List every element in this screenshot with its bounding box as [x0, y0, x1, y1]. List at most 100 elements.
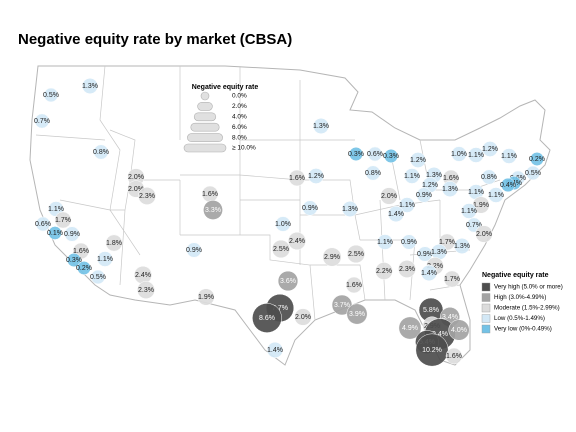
bubble-label: 10.2% [422, 347, 442, 354]
bubble [34, 113, 50, 129]
bubble-label: 1.3% [342, 206, 358, 213]
bubble-label: 0.5% [90, 274, 106, 281]
bubble [365, 165, 381, 181]
bubble [383, 148, 399, 164]
bubble [313, 118, 329, 134]
bubble-label: 1.2% [482, 146, 498, 153]
bubble [501, 148, 517, 164]
bubble-label: 1.4% [388, 211, 404, 218]
bubble-label: 0.9% [64, 231, 80, 238]
bubble [415, 333, 449, 367]
bubble-label: 1.8% [106, 240, 122, 247]
bubble [35, 216, 51, 232]
color-legend-swatch [481, 282, 491, 292]
bubble [404, 168, 420, 184]
bubble [530, 152, 544, 166]
bubble [203, 200, 223, 220]
bubble-label: 5.8% [423, 307, 439, 314]
bubble-label: 0.9% [302, 205, 318, 212]
bubble-label: 1.7% [439, 239, 455, 246]
bubble [322, 247, 342, 267]
bubble [442, 181, 458, 197]
bubble-label: 1.1% [488, 192, 504, 199]
bubble-label: 2.4% [289, 238, 305, 245]
bubble [90, 269, 106, 285]
bubble [525, 165, 541, 181]
bubble-label: 1.1% [404, 173, 420, 180]
bubble-label: 1.1% [468, 152, 484, 159]
size-legend-label: 4.0% [232, 114, 247, 121]
bubble-label: 1.1% [501, 153, 517, 160]
bubble-label: 0.9% [401, 239, 417, 246]
bubble [454, 238, 470, 254]
bubble-label: 1.1% [399, 202, 415, 209]
bubble-label: 1.3% [442, 186, 458, 193]
bubble-label: 1.2% [422, 182, 438, 189]
size-legend-shape [187, 133, 223, 142]
bubble-label: 1.2% [308, 173, 324, 180]
bubble-label: 1.1% [468, 189, 484, 196]
bubble-label: 2.0% [128, 174, 144, 181]
size-legend-shape [200, 91, 210, 101]
size-legend-title: Negative equity rate [192, 84, 259, 91]
size-legend-shape [193, 112, 217, 122]
bubble-label: 2.2% [427, 263, 443, 270]
bubble-label: 1.6% [289, 175, 305, 182]
color-legend: Negative equity rate Very high (5.0% or … [481, 272, 563, 334]
color-legend-label: High (3.0%-4.99%) [494, 294, 546, 301]
bubble-label: 3.9% [349, 311, 365, 318]
bubble-label: 1.3% [313, 123, 329, 130]
bubble-label: 0.7% [466, 222, 482, 229]
bubble [375, 262, 393, 280]
bubble-label: 1.1% [461, 208, 477, 215]
color-legend-title: Negative equity rate [482, 272, 549, 279]
bubble-label: 1.3% [82, 83, 98, 90]
bubble-label: 0.8% [93, 149, 109, 156]
size-legend-shape [190, 122, 220, 132]
bubble-label: 0.2% [76, 265, 92, 272]
bubble [387, 205, 405, 223]
bubble [399, 197, 415, 213]
size-legend-label: 0.0% [232, 93, 247, 100]
bubble [186, 242, 202, 258]
color-legend-swatch [481, 314, 491, 323]
bubble-label: 0.8% [481, 174, 497, 181]
bubble [197, 288, 215, 306]
bubble [475, 225, 493, 243]
bubble [138, 187, 156, 205]
color-legend-label: Low (0.5%-1.49%) [494, 315, 545, 322]
bubble [277, 270, 299, 292]
bubble [54, 211, 72, 229]
size-legend-label: 8.0% [232, 134, 247, 141]
bubble [346, 244, 366, 264]
bubble [64, 226, 80, 242]
bubble [66, 252, 82, 268]
bubbles: 0.5%1.3%0.7%0.8%2.0%2.0%2.3% 1.6%3.3%1.3%… [34, 78, 545, 367]
bubble [367, 146, 383, 162]
bubble-label: 0.7% [34, 118, 50, 125]
bubble-label: 1.2% [410, 157, 426, 164]
bubble-label: 3.6% [280, 278, 296, 285]
bubble-label: 0.9% [186, 247, 202, 254]
bubble [416, 187, 432, 203]
bubble-label: 1.6% [346, 282, 362, 289]
bubble-label: 3.3% [205, 207, 221, 214]
bubble-label: 1.6% [73, 248, 89, 255]
bubble [468, 147, 484, 163]
color-legend-label: Very high (5.0% or more) [494, 284, 563, 291]
color-legend-swatch [481, 303, 491, 313]
bubble-label: 1.3% [431, 249, 447, 256]
bubble-label: 0.4% [500, 182, 516, 189]
bubble [342, 201, 358, 217]
bubble [448, 319, 470, 341]
bubble [288, 169, 306, 187]
bubble-label: 1.3% [426, 172, 442, 179]
color-legend-label: Moderate (1.5%-2.99%) [494, 305, 560, 312]
bubble-label: 0.3% [383, 153, 399, 160]
bubble [398, 260, 416, 278]
size-legend-label: 6.0% [232, 124, 247, 131]
bubble [410, 152, 426, 168]
bubble-label: 1.1% [48, 206, 64, 213]
bubble [451, 146, 467, 162]
